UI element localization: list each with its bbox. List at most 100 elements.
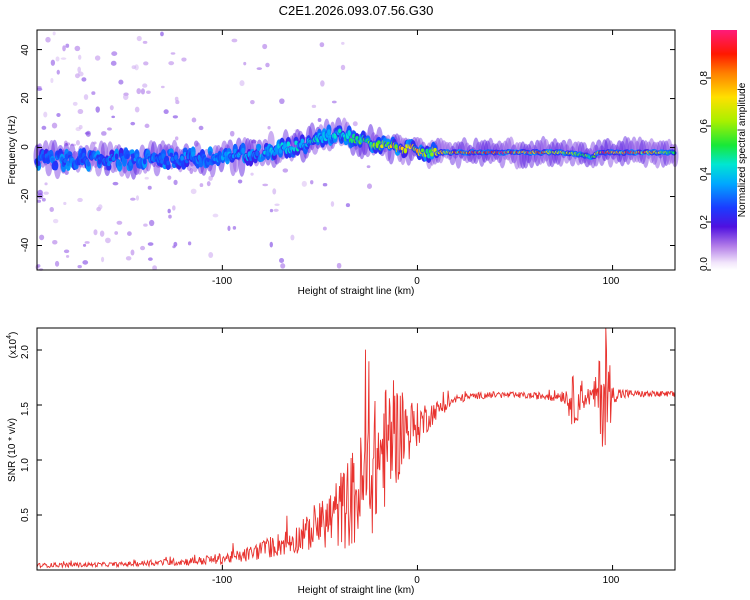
- spectrogram-ytick-label: 0: [20, 144, 31, 150]
- spectrogram-speckle: [274, 203, 280, 207]
- spectrogram-peak: [106, 161, 111, 167]
- colorbar-tick-label: 0.4: [699, 167, 710, 181]
- spectrogram-speckle: [41, 197, 46, 202]
- spectrogram-peak: [117, 161, 122, 167]
- snr-ytick-label: 2.0: [20, 345, 31, 359]
- spectrogram-speckle: [64, 170, 69, 176]
- spectrogram-speckle: [273, 208, 279, 212]
- spectrogram-speckle: [170, 52, 176, 55]
- spectrogram-speckle: [278, 258, 285, 264]
- snr-panel: -100 0 100 0.5 1.0 1.5 2.0 (x104) Height…: [6, 327, 676, 596]
- snr-series-line: [36, 327, 676, 569]
- spectrogram-speckle: [54, 260, 60, 267]
- spectrogram-speckle: [144, 176, 149, 180]
- spectrogram-peak: [160, 159, 164, 164]
- spectrogram-speckle: [269, 208, 274, 213]
- spectrogram-speckle: [336, 262, 342, 269]
- spectrogram-speckle: [340, 64, 346, 71]
- spectrogram-speckle: [135, 195, 140, 201]
- spectrogram-speckle: [81, 77, 87, 82]
- spectrogram-speckle: [91, 91, 96, 95]
- spectrogram-speckle: [311, 104, 317, 109]
- spectrogram-speckle: [36, 264, 41, 268]
- spectrogram-peak: [300, 138, 305, 144]
- spectrogram-peak: [377, 140, 381, 145]
- spectrogram-speckle: [101, 256, 105, 263]
- spectrogram-speckle: [272, 188, 277, 195]
- spectrogram-speckle: [140, 245, 146, 251]
- spectrogram-speckle: [82, 260, 89, 265]
- spectrogram-speckle: [147, 257, 153, 261]
- spectrogram-speckle: [63, 249, 70, 254]
- spectrogram-speckle: [52, 218, 59, 224]
- spectrogram-peak: [256, 147, 261, 151]
- spectrogram-speckle: [142, 83, 148, 88]
- spectrogram-speckle: [98, 204, 103, 210]
- spectrogram-speckle: [84, 132, 90, 135]
- spectrogram-speckle: [136, 35, 142, 42]
- spectrogram-speckle: [134, 106, 140, 113]
- spectrogram-speckle: [52, 31, 56, 36]
- spectrogram-peak: [142, 158, 147, 165]
- colorbar-tick-label: 0.0: [699, 257, 710, 271]
- spectrogram-speckle: [206, 181, 211, 187]
- spectrogram-speckle: [163, 109, 169, 115]
- spectrogram-speckle: [301, 180, 307, 187]
- spectrogram-speckle: [131, 65, 137, 70]
- spectrogram-speckle: [101, 131, 107, 136]
- spectrogram-speckle: [366, 183, 372, 189]
- spectrogram-speckle: [49, 206, 54, 212]
- snr-ticks: [37, 328, 675, 570]
- spectrogram-speckle: [41, 125, 47, 130]
- spectrogram-speckle: [43, 191, 49, 195]
- spectrogram-speckle: [95, 106, 100, 113]
- spectrogram-speckle: [352, 121, 358, 127]
- spectrogram-speckle: [199, 183, 204, 188]
- spectrogram-speckle: [45, 36, 51, 43]
- spectrogram-peak: [327, 129, 331, 136]
- spectrogram-speckle: [280, 263, 286, 269]
- spectrogram-speckle: [127, 231, 132, 236]
- spectrogram-speckle: [160, 31, 164, 37]
- spectrogram-speckle: [160, 85, 165, 89]
- spectrogram-peak: [278, 148, 283, 154]
- spectrogram-speckle: [93, 229, 98, 236]
- spectrogram-peak: [161, 153, 166, 160]
- spectrogram-speckle: [39, 234, 45, 241]
- spectrogram-speckle: [250, 100, 255, 105]
- snr-ytick-label: 1.5: [20, 402, 31, 416]
- spectrogram-y-axis-label: Frequency (Hz): [7, 116, 18, 185]
- spectrogram-speckle: [239, 80, 245, 87]
- spectrogram-speckle: [78, 124, 83, 130]
- spectrogram-peak: [66, 160, 71, 167]
- snr-scale-exponent: 4: [6, 335, 13, 339]
- spectrogram-speckle: [62, 45, 66, 52]
- spectrogram-speckle: [290, 234, 295, 241]
- spectrogram-speckle: [77, 197, 83, 203]
- spectrogram-speckle: [75, 140, 80, 146]
- spectrogram-speckle: [322, 226, 327, 231]
- spectrogram-peak: [433, 147, 437, 153]
- spectrogram-speckle: [232, 225, 237, 230]
- spectrogram-ytick-label: -20: [20, 188, 31, 203]
- spectrogram-speckle: [366, 165, 371, 169]
- spectrogram-speckle: [174, 96, 179, 102]
- spectrogram-speckle: [320, 80, 325, 87]
- spectrogram-speckle: [167, 175, 172, 180]
- spectrogram-speckle: [94, 55, 101, 61]
- spectrogram-speckle: [74, 45, 81, 52]
- spectrogram-speckle: [172, 205, 176, 211]
- spectrogram-speckle: [237, 179, 243, 184]
- spectrogram-peak: [36, 160, 41, 167]
- spectrogram-peak: [122, 157, 127, 164]
- spectrogram-speckle: [269, 241, 273, 248]
- spectrogram-speckle: [50, 59, 56, 66]
- spectrogram-speckle: [256, 67, 263, 71]
- spectrogram-speckle: [136, 88, 142, 95]
- spectrogram-peak: [347, 130, 351, 137]
- figure-title: C2E1.2026.093.07.56.G30: [279, 3, 434, 18]
- spectrogram-peak: [53, 160, 58, 166]
- spectrogram-speckle: [140, 88, 145, 95]
- spectrogram-speckle: [63, 201, 67, 206]
- snr-xtick-label: 0: [414, 575, 420, 586]
